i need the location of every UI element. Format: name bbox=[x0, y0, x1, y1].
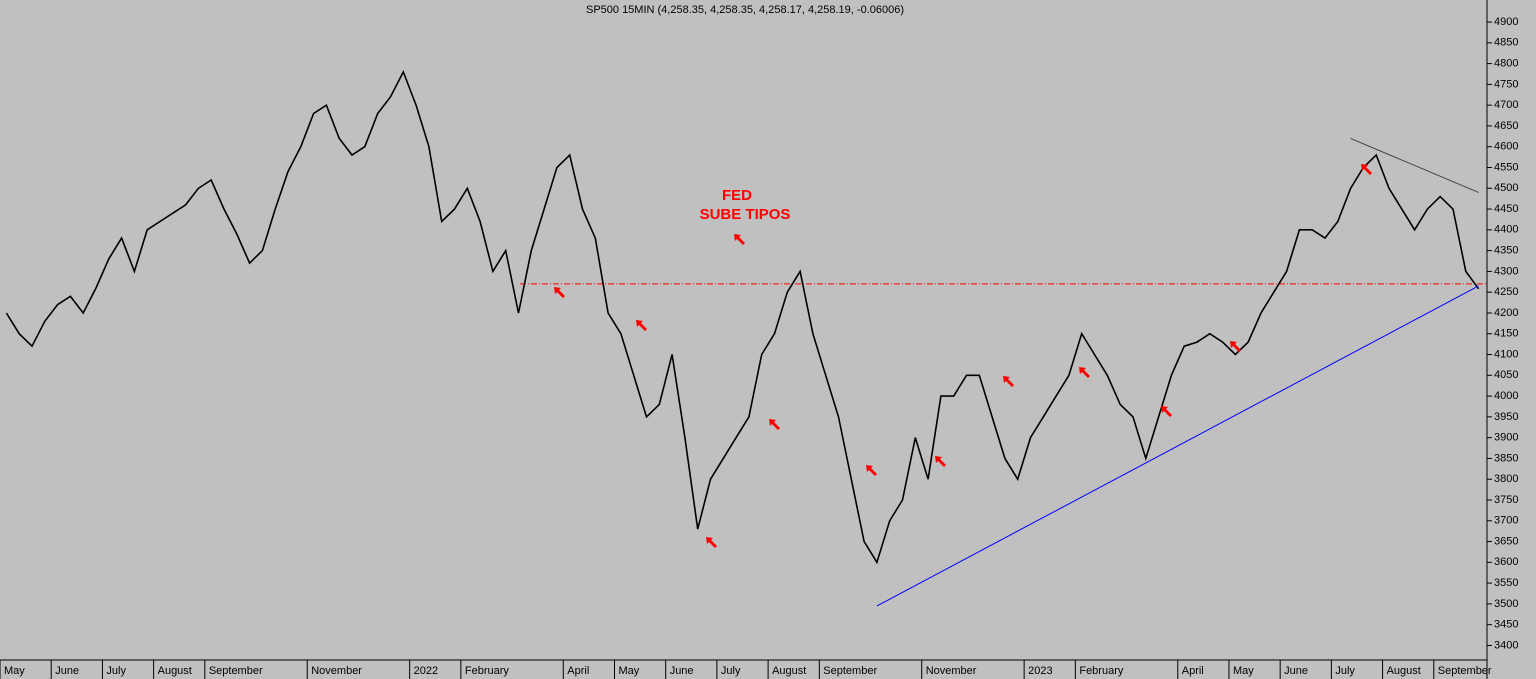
y-tick-label: 4850 bbox=[1494, 37, 1518, 49]
x-tick-label: 2023 bbox=[1028, 665, 1052, 677]
y-tick-label: 4200 bbox=[1494, 307, 1518, 319]
y-tick-label: 4000 bbox=[1494, 390, 1518, 402]
y-tick-label: 3600 bbox=[1494, 556, 1518, 568]
y-tick-label: 4100 bbox=[1494, 348, 1518, 360]
y-tick-label: 4050 bbox=[1494, 369, 1518, 381]
y-tick-label: 4650 bbox=[1494, 120, 1518, 132]
plot-area bbox=[0, 0, 1487, 660]
y-tick-label: 3700 bbox=[1494, 515, 1518, 527]
x-tick-label: July bbox=[1335, 665, 1355, 677]
y-tick-label: 4300 bbox=[1494, 265, 1518, 277]
x-tick-label: September bbox=[823, 665, 877, 677]
x-tick-label: May bbox=[1233, 665, 1254, 677]
x-tick-label: August bbox=[1387, 665, 1421, 677]
x-tick-label: May bbox=[4, 665, 25, 677]
y-tick-label: 4450 bbox=[1494, 203, 1518, 215]
y-tick-label: 4800 bbox=[1494, 57, 1518, 69]
y-tick-label: 4350 bbox=[1494, 245, 1518, 257]
x-tick-label: September bbox=[209, 665, 263, 677]
annotation: FED bbox=[722, 187, 752, 204]
y-tick-label: 4750 bbox=[1494, 78, 1518, 90]
y-tick-label: 3550 bbox=[1494, 577, 1518, 589]
x-tick-label: June bbox=[1284, 665, 1308, 677]
x-tick-label: June bbox=[55, 665, 79, 677]
y-tick-label: 3400 bbox=[1494, 639, 1518, 651]
x-tick-label: July bbox=[106, 665, 126, 677]
y-tick-label: 3900 bbox=[1494, 432, 1518, 444]
x-tick-label: April bbox=[567, 665, 589, 677]
x-tick-label: August bbox=[772, 665, 806, 677]
price-line bbox=[5, 69, 1480, 565]
y-tick-label: 4700 bbox=[1494, 99, 1518, 111]
chart-title: SP500 15MIN (4,258.35, 4,258.35, 4,258.1… bbox=[586, 4, 904, 16]
y-tick-label: 4600 bbox=[1494, 141, 1518, 153]
y-tick-label: 4550 bbox=[1494, 161, 1518, 173]
x-tick-label: February bbox=[1079, 665, 1124, 677]
x-tick-label: August bbox=[158, 665, 192, 677]
annotation: SUBE TIPOS bbox=[700, 206, 791, 223]
x-tick-label: May bbox=[618, 665, 639, 677]
trend-line bbox=[876, 285, 1479, 607]
x-tick-label: June bbox=[670, 665, 694, 677]
x-tick-label: November bbox=[311, 665, 362, 677]
x-tick-label: 2022 bbox=[414, 665, 438, 677]
x-tick-label: February bbox=[465, 665, 510, 677]
x-tick-label: July bbox=[721, 665, 741, 677]
y-tick-label: 4250 bbox=[1494, 286, 1518, 298]
y-tick-label: 4500 bbox=[1494, 182, 1518, 194]
y-tick-label: 3950 bbox=[1494, 411, 1518, 423]
y-tick-label: 4900 bbox=[1494, 16, 1518, 28]
trend-line bbox=[1350, 137, 1479, 193]
x-tick-label: November bbox=[926, 665, 977, 677]
x-tick-label: April bbox=[1182, 665, 1204, 677]
x-tick-label: September bbox=[1438, 665, 1492, 677]
y-tick-label: 4400 bbox=[1494, 224, 1518, 236]
y-tick-label: 3650 bbox=[1494, 535, 1518, 547]
y-tick-label: 3750 bbox=[1494, 494, 1518, 506]
y-tick-label: 3450 bbox=[1494, 619, 1518, 631]
y-tick-label: 3850 bbox=[1494, 452, 1518, 464]
y-tick-label: 4150 bbox=[1494, 328, 1518, 340]
y-tick-label: 3500 bbox=[1494, 598, 1518, 610]
y-tick-label: 3800 bbox=[1494, 473, 1518, 485]
